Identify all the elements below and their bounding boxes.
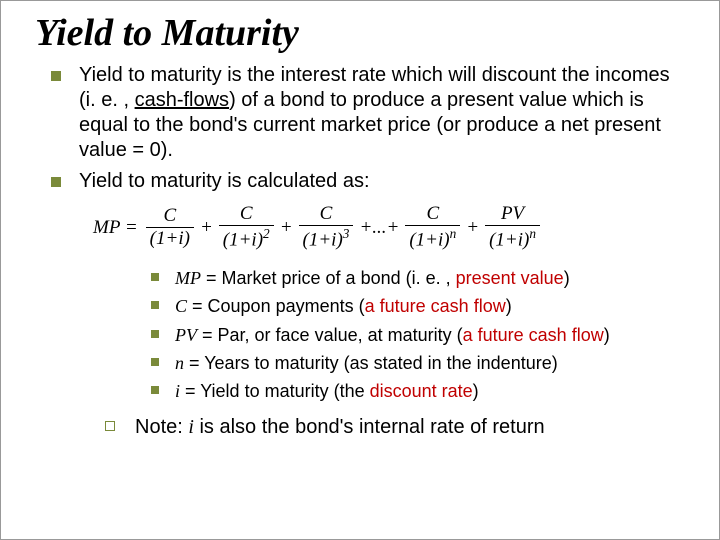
frac-2-den: (1+i)2 bbox=[219, 225, 274, 252]
frac-1: C (1+i) bbox=[146, 206, 194, 251]
frac-n-den: (1+i)n bbox=[405, 225, 460, 252]
frac-3-num: C bbox=[316, 204, 337, 225]
def-n-text: n = Years to maturity (as stated in the … bbox=[175, 351, 558, 375]
bullet-1: Yield to maturity is the interest rate w… bbox=[51, 63, 689, 163]
frac-2-num: C bbox=[236, 204, 257, 225]
frac-pv-den: (1+i)n bbox=[485, 225, 540, 252]
formula-row: MP = C (1+i) + C (1+i)2 + C (1+i)3 +...+… bbox=[93, 204, 689, 252]
square-bullet-icon bbox=[151, 358, 159, 366]
def-n: n = Years to maturity (as stated in the … bbox=[151, 351, 689, 375]
bullet-1-ul: cash-flows bbox=[135, 89, 229, 111]
square-bullet-icon bbox=[51, 71, 61, 81]
plus-icon: + bbox=[466, 217, 479, 239]
def-pv-text: PV = Par, or face value, at maturity (a … bbox=[175, 323, 610, 347]
frac-pv-num: PV bbox=[497, 204, 528, 225]
frac-pv: PV (1+i)n bbox=[485, 204, 540, 252]
bullet-2-text: Yield to maturity is calculated as: bbox=[79, 169, 370, 194]
def-pv: PV = Par, or face value, at maturity (a … bbox=[151, 323, 689, 347]
def-i: i = Yield to maturity (the discount rate… bbox=[151, 379, 689, 403]
note-text: Note: i is also the bond's internal rate… bbox=[135, 414, 545, 440]
square-bullet-icon bbox=[51, 177, 61, 187]
hollow-square-bullet-icon bbox=[105, 421, 115, 431]
bullet-2: Yield to maturity is calculated as: bbox=[51, 169, 689, 194]
def-c-text: C = Coupon payments (a future cash flow) bbox=[175, 294, 512, 318]
square-bullet-icon bbox=[151, 386, 159, 394]
plus-icon: + bbox=[200, 217, 213, 239]
def-mp-text: MP = Market price of a bond (i. e. , pre… bbox=[175, 266, 570, 290]
square-bullet-icon bbox=[151, 330, 159, 338]
dots: +...+ bbox=[359, 217, 399, 239]
frac-n: C (1+i)n bbox=[405, 204, 460, 252]
bullet-1-text: Yield to maturity is the interest rate w… bbox=[79, 63, 689, 163]
def-mp: MP = Market price of a bond (i. e. , pre… bbox=[151, 266, 689, 290]
def-i-text: i = Yield to maturity (the discount rate… bbox=[175, 379, 479, 403]
square-bullet-icon bbox=[151, 273, 159, 281]
slide-container: Yield to Maturity Yield to maturity is t… bbox=[0, 0, 720, 540]
slide-title: Yield to Maturity bbox=[35, 11, 689, 55]
plus-icon: + bbox=[280, 217, 293, 239]
formula-lhs: MP = bbox=[93, 217, 138, 239]
square-bullet-icon bbox=[151, 301, 159, 309]
frac-n-num: C bbox=[422, 204, 443, 225]
note: Note: i is also the bond's internal rate… bbox=[105, 414, 689, 440]
frac-3-den: (1+i)3 bbox=[299, 225, 354, 252]
frac-1-num: C bbox=[159, 206, 180, 227]
def-c: C = Coupon payments (a future cash flow) bbox=[151, 294, 689, 318]
frac-2: C (1+i)2 bbox=[219, 204, 274, 252]
frac-3: C (1+i)3 bbox=[299, 204, 354, 252]
formula: MP = C (1+i) + C (1+i)2 + C (1+i)3 +...+… bbox=[93, 204, 689, 252]
formula-mp: MP bbox=[93, 217, 120, 238]
frac-1-den: (1+i) bbox=[146, 227, 194, 251]
